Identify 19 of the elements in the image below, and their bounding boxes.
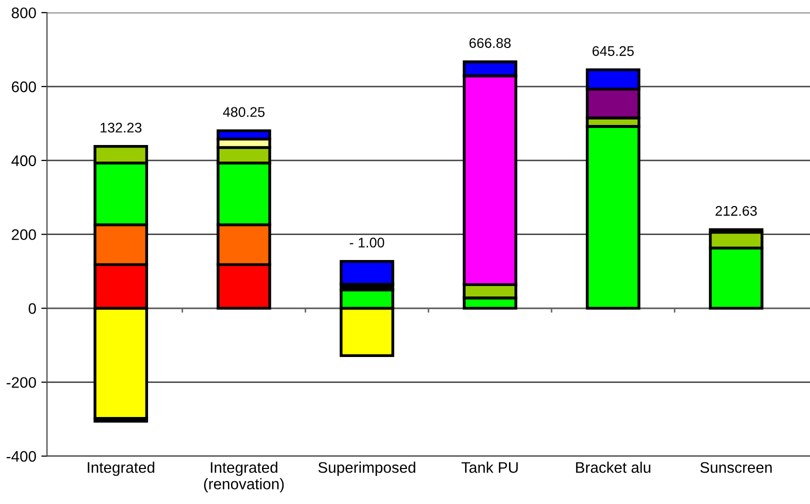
total-label: 666.88 xyxy=(469,38,511,48)
x-tick-label: Bracket alu xyxy=(576,462,650,473)
x-tick-label: Superimposed xyxy=(318,462,416,476)
y-tick-label: 800 xyxy=(12,7,36,18)
total-label: - 1.00 xyxy=(350,238,384,248)
x-tick-label: Sunscreen xyxy=(700,462,772,473)
y-tick-label: -200 xyxy=(6,377,36,388)
y-tick-label: -400 xyxy=(6,450,36,462)
total-label: 645.25 xyxy=(592,46,634,56)
total-label: 480.25 xyxy=(222,107,265,117)
total-label: 132.23 xyxy=(100,122,142,133)
x-tick-label: Integrated xyxy=(88,462,154,476)
y-tick-label: 400 xyxy=(11,155,36,166)
total-label: 212.63 xyxy=(716,206,757,216)
y-tick-label: 600 xyxy=(12,81,36,92)
x-tick-label: Integrated (renovation) xyxy=(204,462,284,492)
x-tick-label: Tank PU xyxy=(462,462,518,473)
y-tick-label: 200 xyxy=(12,229,36,240)
y-tick-label: 0 xyxy=(28,303,36,314)
